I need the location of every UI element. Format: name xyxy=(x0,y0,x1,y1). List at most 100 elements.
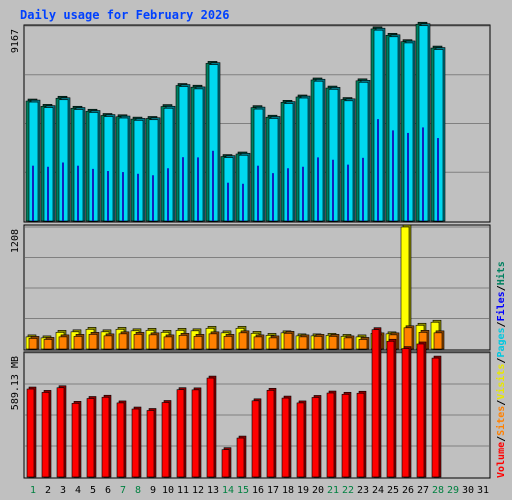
pages-bar xyxy=(358,80,371,222)
sites-bar xyxy=(358,337,370,350)
pages-bar xyxy=(268,116,281,222)
volume-bar xyxy=(26,386,37,478)
x-tick-label: 6 xyxy=(105,485,111,496)
y-max-label: 1208 xyxy=(10,229,21,253)
files-bar xyxy=(287,168,289,221)
volume-bar xyxy=(131,406,142,478)
pages-bar xyxy=(283,101,296,222)
x-tick-label: 24 xyxy=(372,485,384,496)
files-bar xyxy=(32,165,34,221)
sites-bar xyxy=(133,332,145,350)
sites-bar xyxy=(103,333,115,350)
x-tick-label: 27 xyxy=(417,485,429,496)
volume-bar xyxy=(146,408,157,478)
files-bar xyxy=(347,164,349,221)
sites-bar xyxy=(163,334,175,350)
volume-bar xyxy=(356,390,367,478)
pages-bar xyxy=(433,47,446,222)
files-bar xyxy=(407,132,409,221)
sites-bar xyxy=(88,332,100,350)
x-tick-label: 5 xyxy=(90,485,96,496)
pages-bar xyxy=(253,106,266,222)
x-tick-label: 18 xyxy=(282,485,294,496)
x-tick-label: 7 xyxy=(120,485,126,496)
volume-bar xyxy=(386,338,397,478)
pages-bar xyxy=(58,97,71,222)
pages-bar xyxy=(403,40,416,222)
pages-bar xyxy=(238,152,251,222)
sites-bar xyxy=(433,330,445,350)
files-bar xyxy=(47,166,49,221)
sites-bar xyxy=(118,331,130,350)
files-bar xyxy=(197,157,199,221)
sites-bar xyxy=(178,333,190,350)
pages-bar xyxy=(28,99,41,222)
svg-text:Volume/Sites/Visits/Pages/File: Volume/Sites/Visits/Pages/Files/Hits xyxy=(495,261,507,478)
files-bar xyxy=(437,138,439,221)
volume-bar xyxy=(56,385,67,478)
files-bar xyxy=(107,171,109,221)
legend-entry: Pages xyxy=(496,327,507,357)
legend-entry: / xyxy=(496,358,507,364)
volume-bar xyxy=(221,447,232,478)
legend-entry: / xyxy=(496,285,507,291)
x-tick-label: 21 xyxy=(327,485,339,496)
volume-bar xyxy=(416,341,427,478)
files-bar xyxy=(302,166,304,221)
x-tick-label: 15 xyxy=(237,485,249,496)
legend-entry: Files xyxy=(495,291,507,321)
sites-bar xyxy=(283,331,295,350)
files-bar xyxy=(332,159,334,221)
volume-bar xyxy=(206,375,217,478)
files-bar xyxy=(212,150,214,221)
files-bar xyxy=(152,175,154,221)
files-bar xyxy=(167,168,169,221)
pages-bar xyxy=(118,115,131,222)
volume-bar xyxy=(86,396,97,478)
volume-bar xyxy=(266,387,277,478)
x-tick-label: 13 xyxy=(207,485,219,496)
volume-bar xyxy=(161,400,172,478)
x-tick-label: 14 xyxy=(222,485,234,496)
volume-bar xyxy=(116,400,127,478)
pages-bar xyxy=(133,118,146,222)
x-tick-label: 16 xyxy=(252,485,264,496)
files-bar xyxy=(62,162,64,221)
sites-bar xyxy=(148,332,160,350)
volume-bar xyxy=(296,400,307,478)
pages-bar xyxy=(163,105,176,222)
x-tick-label: 8 xyxy=(135,485,141,496)
pages-bar xyxy=(343,98,356,222)
x-tick-label: 2 xyxy=(45,485,51,496)
volume-bar xyxy=(236,435,247,478)
x-tick-label: 22 xyxy=(342,485,354,496)
legend-entry: Hits xyxy=(495,261,507,285)
sites-bar xyxy=(43,337,55,350)
legend-entry: Visits xyxy=(495,364,507,400)
x-tick-label: 3 xyxy=(60,485,66,496)
pages-bar xyxy=(148,117,161,222)
x-tick-label: 20 xyxy=(312,485,324,496)
files-bar xyxy=(392,130,394,221)
sites-bar xyxy=(238,330,250,350)
x-tick-label: 10 xyxy=(162,485,174,496)
pages-bar xyxy=(313,78,326,222)
pages-bar xyxy=(328,87,341,222)
volume-bar xyxy=(281,395,292,478)
y-max-label: 589.13 MB xyxy=(10,356,21,410)
sites-bar xyxy=(28,336,40,350)
volume-bar xyxy=(41,390,52,478)
pages-bar xyxy=(298,95,311,222)
sites-bar xyxy=(343,335,355,350)
sites-bar xyxy=(403,325,415,350)
volume-bar xyxy=(401,346,412,478)
files-bar xyxy=(227,182,229,221)
x-tick-label: 17 xyxy=(267,485,279,496)
files-bar xyxy=(92,168,94,221)
volume-bar xyxy=(326,390,337,478)
files-bar xyxy=(77,165,79,221)
files-bar xyxy=(182,157,184,221)
pages-bar xyxy=(88,110,101,222)
x-tick-label: 12 xyxy=(192,485,204,496)
